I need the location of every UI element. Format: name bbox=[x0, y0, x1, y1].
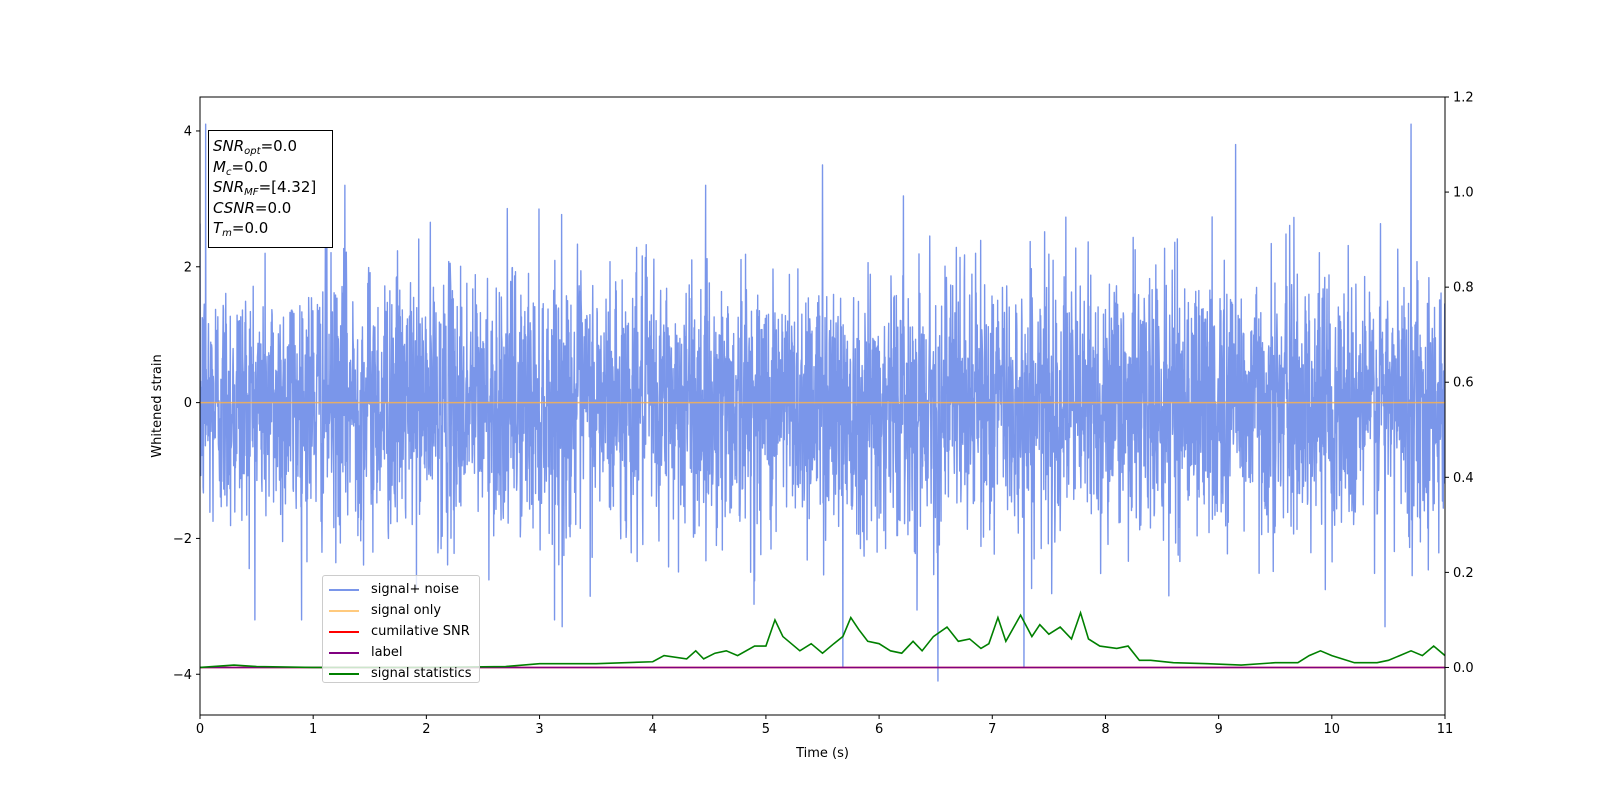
x-tick-label: 0 bbox=[196, 722, 204, 737]
legend-item-signal-only: signal only bbox=[329, 600, 479, 621]
legend-swatch-label bbox=[329, 651, 359, 654]
y2-tick-label: 0.2 bbox=[1453, 566, 1474, 581]
info-snr-mf: SNRMF=[4.32] bbox=[213, 178, 317, 198]
info-snr-opt: SNRopt=0.0 bbox=[213, 137, 297, 157]
x-tick-label: 4 bbox=[649, 722, 657, 737]
y-tick-label: 2 bbox=[184, 260, 192, 275]
y2-tick-label: 0.8 bbox=[1453, 281, 1474, 296]
legend-item-label: label bbox=[329, 642, 479, 663]
legend-label-cumilative-snr: cumilative SNR bbox=[371, 624, 470, 639]
x-tick-label: 8 bbox=[1101, 722, 1109, 737]
x-tick-label: 11 bbox=[1437, 722, 1454, 737]
plot-frame bbox=[199, 96, 1446, 716]
x-tick-label: 9 bbox=[1214, 722, 1222, 737]
info-mc: Mc=0.0 bbox=[213, 157, 268, 178]
y-tick-label: −2 bbox=[173, 532, 192, 547]
x-tick-label: 7 bbox=[988, 722, 996, 737]
legend: signal+ noise signal only cumilative SNR… bbox=[322, 575, 480, 683]
legend-label-signal-noise: signal+ noise bbox=[371, 582, 460, 597]
legend-swatch-signal-statistics bbox=[329, 672, 359, 675]
info-box: SNRopt=0.0 Mc=0.0 SNRMF=[4.32] CSNR=0.0 … bbox=[208, 130, 333, 248]
legend-swatch-signal-only bbox=[329, 609, 359, 612]
legend-label-signal-only: signal only bbox=[371, 603, 442, 618]
x-tick-label: 10 bbox=[1324, 722, 1341, 737]
series-signal-statistics bbox=[200, 610, 1445, 669]
legend-item-cumilative-snr: cumilative SNR bbox=[329, 621, 479, 642]
x-tick-label: 3 bbox=[535, 722, 543, 737]
legend-label-label: label bbox=[371, 645, 403, 660]
legend-label-signal-statistics: signal statistics bbox=[371, 666, 472, 681]
y-tick-label: 0 bbox=[184, 396, 192, 411]
y2-tick-label: 0.6 bbox=[1453, 376, 1474, 391]
legend-swatch-signal-noise bbox=[329, 588, 359, 591]
y2-tick-label: 0.0 bbox=[1453, 661, 1474, 676]
x-tick-label: 2 bbox=[422, 722, 430, 737]
y-tick-label: −4 bbox=[173, 668, 192, 683]
info-tm: Tm=0.0 bbox=[213, 219, 269, 239]
info-csnr: CSNR=0.0 bbox=[213, 198, 292, 217]
x-tick-label: 1 bbox=[309, 722, 317, 737]
legend-swatch-cumilative-snr bbox=[329, 630, 359, 633]
x-axis-label: Time (s) bbox=[795, 746, 849, 761]
y2-tick-label: 1.0 bbox=[1453, 186, 1474, 201]
x-tick-label: 5 bbox=[762, 722, 770, 737]
y-tick-label: 4 bbox=[184, 124, 192, 139]
y-axis-label: Whitened strain bbox=[150, 354, 165, 457]
legend-item-signal-statistics: signal statistics bbox=[329, 663, 479, 684]
y2-tick-label: 0.4 bbox=[1453, 471, 1474, 486]
legend-item-signal-noise: signal+ noise bbox=[329, 579, 479, 600]
y2-tick-label: 1.2 bbox=[1453, 91, 1474, 106]
x-tick-label: 6 bbox=[875, 722, 883, 737]
